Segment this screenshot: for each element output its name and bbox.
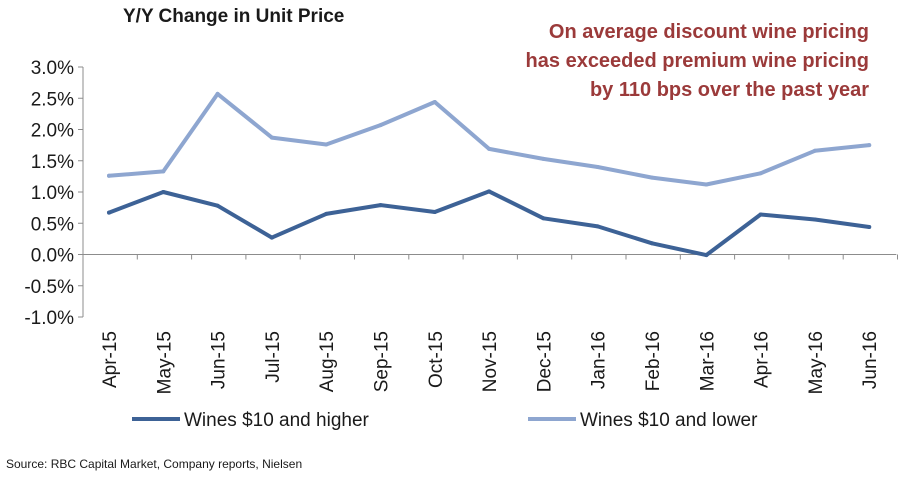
- data-point: [650, 175, 654, 180]
- data-point: [378, 123, 383, 128]
- source-note: Source: RBC Capital Market, Company repo…: [6, 457, 303, 471]
- data-point: [595, 165, 600, 169]
- data-point: [812, 148, 817, 153]
- data-point: [324, 142, 329, 147]
- x-tick-label: May-15: [154, 331, 175, 394]
- data-point: [541, 216, 546, 221]
- series-line-1: [107, 189, 872, 258]
- x-tick-label: Oct-15: [426, 331, 447, 388]
- chart-annotation: On average discount wine pricing has exc…: [525, 21, 869, 101]
- y-tick-label: 3.0%: [31, 58, 74, 79]
- data-point: [867, 143, 872, 148]
- data-point: [758, 212, 763, 217]
- x-tick-label: Jul-15: [263, 331, 284, 383]
- data-point: [215, 91, 220, 96]
- data-point: [432, 100, 437, 104]
- x-tick-label: Jun-16: [860, 331, 881, 389]
- chart-title: Y/Y Change in Unit Price: [123, 6, 345, 27]
- x-tick-label: Sep-15: [372, 331, 393, 392]
- data-point: [161, 169, 166, 174]
- legend-label-2: Wines $10 and lower: [580, 410, 758, 431]
- x-tick-label: Aug-15: [317, 331, 338, 392]
- data-point: [541, 156, 546, 161]
- series-line-2: [107, 91, 872, 187]
- data-point: [378, 203, 383, 208]
- y-tick-label: 1.5%: [31, 152, 74, 173]
- x-tick-label: Nov-15: [480, 331, 501, 392]
- x-tick-label: Mar-16: [697, 331, 718, 391]
- data-point: [107, 210, 111, 215]
- x-tick-label: Feb-16: [643, 331, 664, 391]
- y-tick-label: 2.5%: [31, 89, 74, 110]
- data-point: [432, 210, 437, 214]
- data-point: [704, 253, 709, 258]
- y-tick-label: 0.0%: [31, 246, 74, 267]
- x-tick-label: Apr-16: [752, 331, 773, 388]
- y-tick-label: 1.0%: [31, 183, 74, 204]
- data-point: [867, 225, 872, 229]
- data-point: [650, 241, 654, 246]
- data-point: [161, 190, 166, 194]
- data-point: [758, 171, 763, 176]
- y-tick-label: 2.0%: [31, 121, 74, 142]
- data-point: [595, 224, 600, 229]
- y-tick-label: -1.0%: [24, 308, 74, 329]
- x-tick-label: Apr-15: [100, 331, 121, 388]
- x-tick-label: Jan-16: [589, 331, 610, 389]
- data-point: [487, 146, 492, 151]
- data-point: [215, 203, 220, 208]
- data-point: [269, 235, 274, 240]
- y-tick-label: 0.5%: [31, 214, 74, 235]
- data-point: [704, 182, 709, 187]
- x-tick-label: May-16: [806, 331, 827, 394]
- data-point: [269, 135, 274, 140]
- x-tick-label: Dec-15: [534, 331, 555, 392]
- data-point: [324, 211, 329, 216]
- data-point: [487, 189, 492, 194]
- y-tick-label: -0.5%: [24, 277, 74, 298]
- data-point: [107, 173, 111, 178]
- legend-label-1: Wines $10 and higher: [184, 410, 370, 431]
- data-point: [812, 217, 817, 222]
- x-tick-label: Jun-15: [209, 331, 230, 389]
